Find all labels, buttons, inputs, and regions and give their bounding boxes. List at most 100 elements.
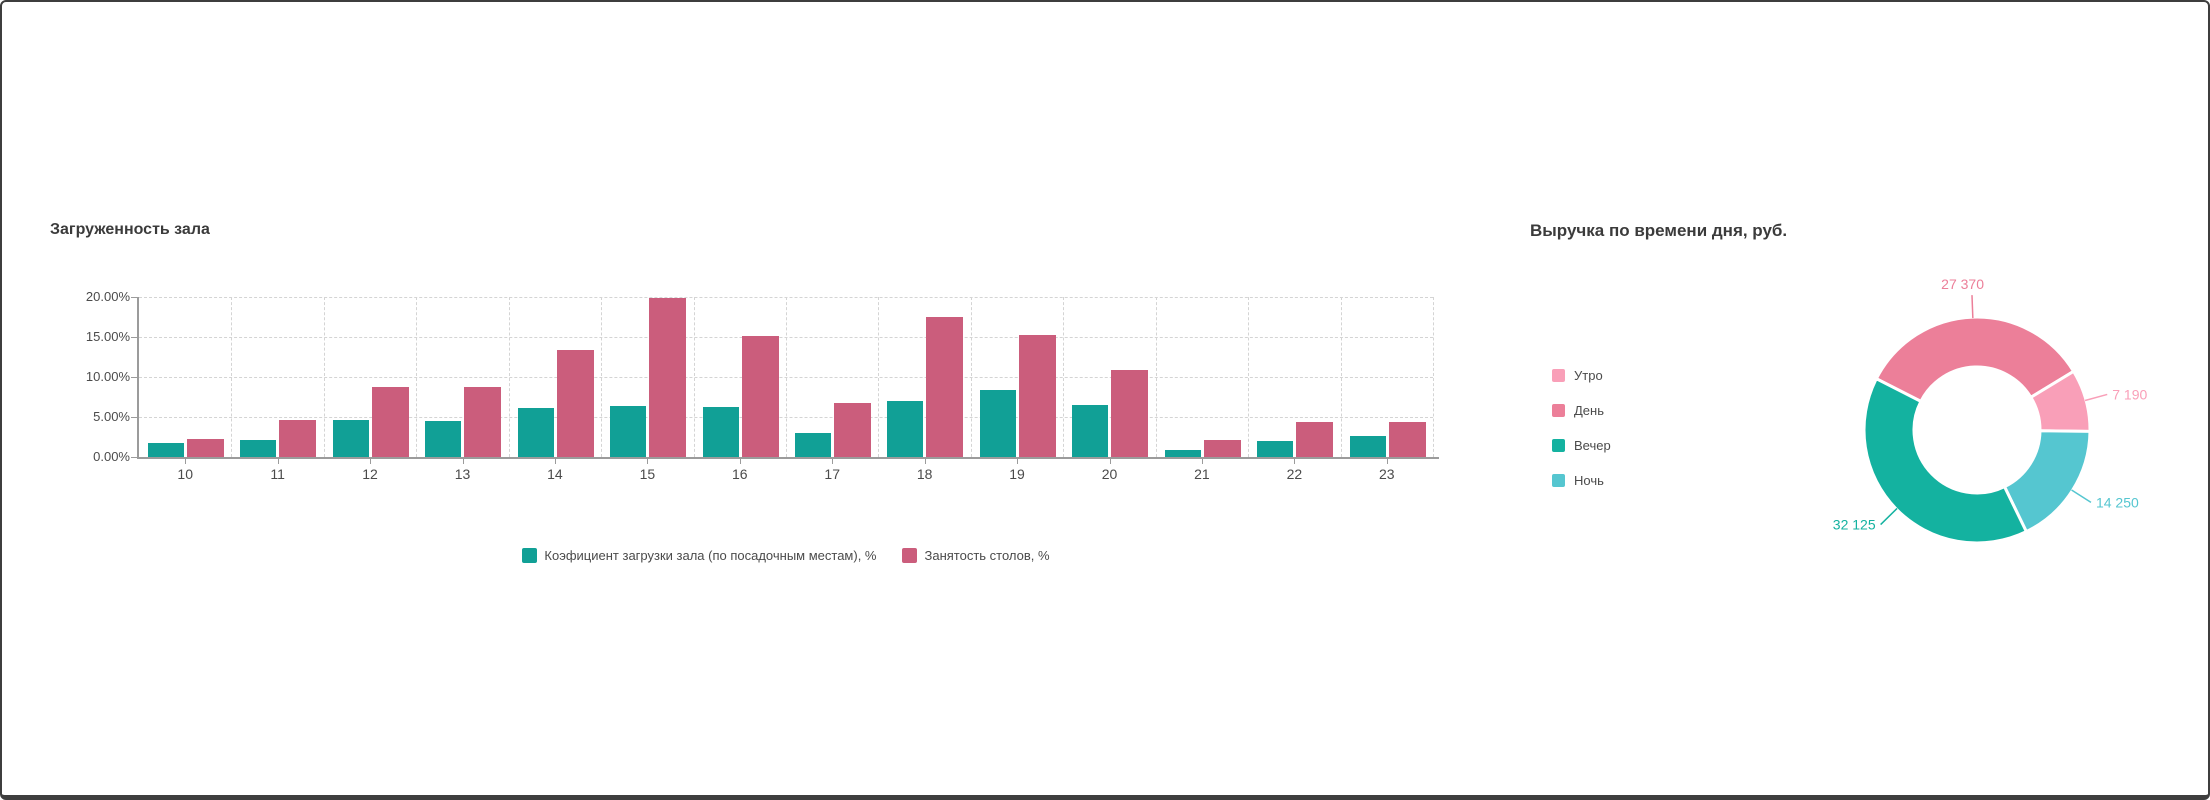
x-axis-tick [832, 459, 834, 464]
bar-series2-h11 [279, 420, 317, 457]
bar-series1-h14 [517, 408, 554, 457]
x-axis-label: 10 [177, 466, 193, 482]
legend-label: День [1574, 402, 1604, 418]
bar-series1-h12 [332, 420, 369, 457]
x-axis-tick [462, 459, 464, 464]
bar-series2-h13 [464, 387, 502, 457]
y-axis-tick [131, 297, 137, 298]
x-axis-label: 12 [362, 466, 378, 482]
x-axis-label: 20 [1101, 466, 1118, 482]
gridline-vertical [508, 297, 510, 457]
legend-swatch [1552, 368, 1565, 382]
y-axis-tick [131, 417, 137, 418]
y-axis-tick [131, 457, 137, 458]
bar-series2-h21 [1203, 440, 1241, 457]
bar-chart-legend: Коэфициент загрузки зала (по посадочным … [139, 548, 1433, 563]
bar-series1-h18 [887, 401, 924, 457]
x-axis-tick [554, 459, 556, 464]
donut-label-line-utro [2084, 393, 2108, 402]
x-axis-tick [185, 459, 187, 464]
bar-series1-h13 [425, 421, 462, 457]
gridline-vertical [970, 297, 972, 457]
legend-item-series1[interactable]: Коэфициент загрузки зала (по посадочным … [522, 548, 876, 563]
bar-series1-h20 [1072, 405, 1109, 457]
donut-label-line-den [1971, 295, 1974, 319]
legend-swatch [1552, 473, 1565, 487]
x-axis-tick [739, 459, 741, 464]
bar-series1-h15 [610, 406, 647, 457]
x-axis-tick [1109, 459, 1111, 464]
x-axis-label: 14 [547, 466, 563, 482]
legend-swatch [1552, 438, 1565, 452]
bar-series2-h15 [649, 298, 687, 457]
bar-series2-h23 [1388, 422, 1426, 457]
gridline-vertical [601, 297, 603, 457]
x-axis-label: 11 [270, 466, 285, 482]
legend-label: Занятость столов, % [924, 548, 1050, 563]
legend-swatch [522, 548, 538, 563]
x-axis-tick [370, 459, 372, 464]
x-axis-line [137, 457, 1439, 459]
donut-value-label-noch: 14 250 [2096, 494, 2139, 510]
donut-slice-vecher [1862, 376, 2029, 545]
bar-series1-h11 [240, 440, 277, 457]
x-axis-label: 16 [731, 466, 748, 482]
bar-series2-h19 [1018, 335, 1056, 457]
gridline-vertical [416, 297, 418, 457]
legend-label: Утро [1574, 367, 1603, 383]
bar-series1-h16 [702, 407, 739, 457]
bar-series1-h22 [1257, 441, 1294, 457]
y-axis-tick-label: 10.00% [85, 369, 130, 384]
x-axis-tick [1386, 459, 1388, 464]
y-axis-tick-label: 0.00% [93, 449, 130, 464]
gridline-vertical [1063, 297, 1065, 457]
legend-swatch [902, 548, 918, 563]
legend-swatch [1552, 403, 1565, 417]
legend-label: Ночь [1574, 472, 1604, 488]
x-axis-tick [647, 459, 649, 464]
x-axis-label: 17 [824, 466, 840, 482]
gridline-vertical [1155, 297, 1157, 457]
bar-series2-h16 [741, 336, 779, 457]
x-axis-label: 22 [1286, 466, 1303, 482]
gridline-vertical [786, 297, 787, 457]
donut-value-label-utro: 7 190 [2112, 386, 2147, 402]
donut-slice-den [1874, 315, 2076, 404]
donut-label-line-vecher [1880, 507, 1898, 526]
donut-value-label-vecher: 32 125 [1833, 517, 1876, 533]
gridline-vertical [1340, 297, 1342, 457]
x-axis-tick [1201, 459, 1203, 464]
bar-series2-h12 [371, 387, 409, 457]
legend-item-series2[interactable]: Занятость столов, % [902, 548, 1050, 563]
donut-chart-svg: 27 370 7 190 14 250 32 125 [1833, 276, 2147, 545]
gridline-vertical [323, 297, 325, 457]
y-axis-tick [131, 337, 137, 338]
bar-chart-title: Загруженность зала [50, 221, 210, 238]
x-axis-label: 21 [1194, 466, 1210, 482]
x-axis-label: 13 [454, 466, 471, 482]
x-axis-label: 23 [1378, 466, 1395, 482]
x-axis-label: 19 [1009, 466, 1025, 482]
donut-legend: Утро День Вечер Ночь [1552, 364, 1611, 491]
bar-series2-h14 [556, 350, 594, 457]
legend-item-utro[interactable]: Утро [1552, 364, 1611, 386]
legend-label: Вечер [1574, 437, 1611, 453]
x-axis-label: 15 [639, 466, 656, 482]
y-axis-tick-label: 15.00% [85, 329, 130, 344]
bar-series1-h17 [795, 433, 831, 457]
x-axis-tick [277, 459, 279, 464]
gridline-vertical [1248, 297, 1250, 457]
legend-item-den[interactable]: День [1552, 399, 1611, 421]
legend-item-vecher[interactable]: Вечер [1552, 434, 1611, 456]
gridline-vertical [231, 297, 233, 457]
bar-series1-h21 [1164, 450, 1201, 457]
donut-chart-title: Выручка по времени дня, руб. [1530, 221, 1788, 240]
y-axis-tick-label: 20.00% [85, 289, 130, 304]
legend-item-noch[interactable]: Ночь [1552, 469, 1611, 491]
donut-label-line-noch [2071, 489, 2092, 504]
bar-series2-h10 [187, 439, 224, 457]
y-axis-tick [131, 377, 137, 378]
bar-series2-h17 [834, 403, 871, 457]
